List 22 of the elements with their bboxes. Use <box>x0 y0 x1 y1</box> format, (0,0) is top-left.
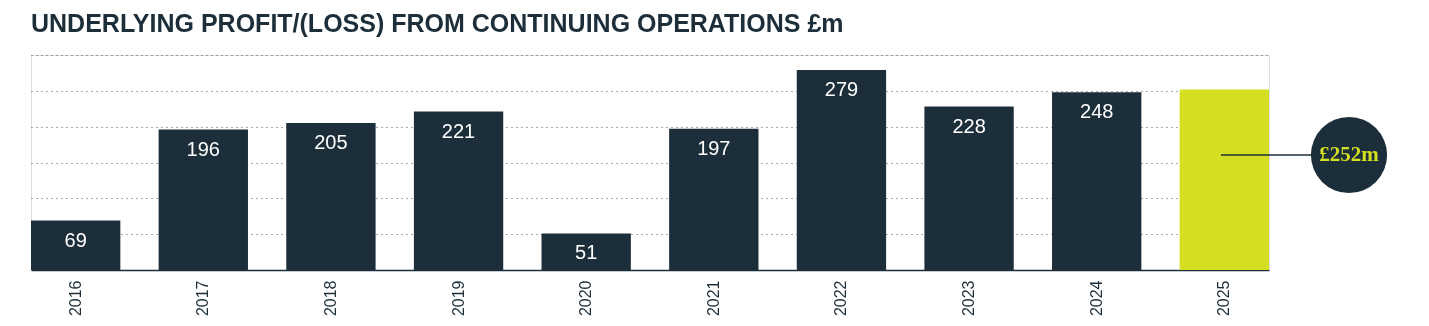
x-tick-label: 2021 <box>704 280 722 317</box>
data-label: 69 <box>64 228 87 251</box>
x-tick-label: 2020 <box>577 280 595 317</box>
data-label: 279 <box>824 78 859 101</box>
data-label: 221 <box>441 119 476 142</box>
x-tick-label: 2022 <box>832 280 850 317</box>
x-tick-label: 2024 <box>1087 280 1105 317</box>
chart-title: UNDERLYING PROFIT/(LOSS) FROM CONTINUING OPERATIONS £m <box>31 9 844 37</box>
x-tick-label: 2023 <box>960 280 978 317</box>
x-tick-label: 2018 <box>321 280 339 317</box>
x-tick-label: 2017 <box>194 280 212 317</box>
data-label: 197 <box>697 136 731 159</box>
x-tick-label: 2016 <box>66 280 84 317</box>
data-label: 228 <box>952 114 986 137</box>
data-label: 248 <box>1080 100 1114 123</box>
bar <box>1179 89 1269 270</box>
data-label: 51 <box>575 241 598 264</box>
data-label: 205 <box>314 131 348 154</box>
data-label: 196 <box>186 137 220 160</box>
x-tick-label: 2025 <box>1215 280 1233 317</box>
x-tick-label: 2019 <box>449 280 467 317</box>
text: £252m <box>1319 142 1380 166</box>
